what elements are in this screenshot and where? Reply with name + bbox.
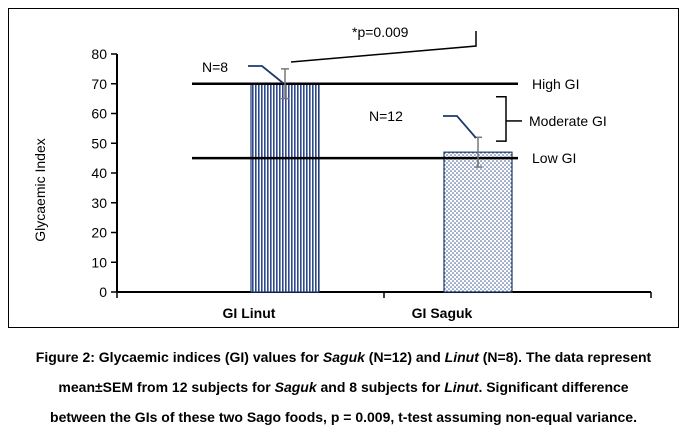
y-tick-label: 30 (91, 195, 107, 211)
caption-line-1: Figure 2: Glycaemic indices (GI) values … (35, 349, 652, 365)
reference-line-label: High GI (532, 76, 579, 92)
pointer-line (443, 115, 477, 139)
y-tick-label: 20 (91, 225, 107, 241)
y-tick-label: 10 (91, 254, 107, 270)
y-tick-label: 80 (91, 46, 107, 62)
y-tick-label: 60 (91, 106, 107, 122)
caption-line-2: mean±SEM from 12 subjects for Saguk and … (58, 379, 629, 395)
significance-bracket (290, 31, 477, 63)
x-tick-label: GI Saguk (412, 305, 473, 321)
y-tick-label: 0 (99, 284, 107, 300)
significance-label: *p=0.009 (352, 24, 409, 40)
pointer-line (248, 65, 284, 84)
y-tick-label: 50 (91, 135, 107, 151)
y-axis: 0 10 20 30 40 50 60 70 80 (91, 46, 118, 300)
x-axis: GI Linut GI Saguk (116, 291, 652, 321)
y-tick-label: 70 (91, 76, 107, 92)
annotations: N=8 N=12 *p=0.009 Moderate GI (202, 24, 607, 142)
bar-gi-saguk (443, 151, 513, 293)
sample-size-label: N=8 (202, 59, 228, 75)
reference-lines: High GI Low GI (192, 76, 579, 166)
y-axis-label: Glycaemic Index (32, 138, 48, 241)
bar-chart: 0 10 20 30 40 50 60 70 80 GI Linut GI Saguk High … (32, 24, 652, 321)
reference-line-label: Low GI (532, 150, 576, 166)
figure-caption: Figure 2: Glycaemic indices (GI) values … (0, 342, 687, 432)
range-bracket (496, 96, 507, 142)
figure-frame (8, 8, 679, 328)
y-tick-label: 40 (91, 165, 107, 181)
range-label: Moderate GI (529, 113, 607, 129)
bar-gi-linut (250, 83, 320, 293)
sample-size-label: N=12 (369, 108, 403, 124)
caption-line-3: between the GIs of these two Sago foods,… (50, 409, 637, 425)
x-tick-label: GI Linut (223, 305, 276, 321)
bars (250, 83, 513, 293)
